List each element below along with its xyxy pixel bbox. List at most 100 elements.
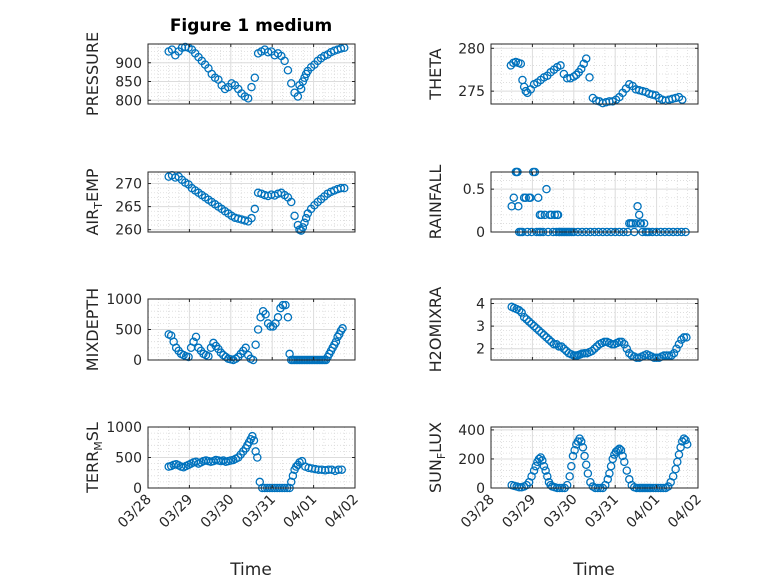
y-tick-label: 500: [115, 323, 142, 339]
data-point: [617, 337, 627, 347]
data-point: [541, 466, 550, 475]
series-air-temp: [164, 170, 349, 235]
data-point: [587, 346, 597, 356]
data-point: [336, 326, 346, 335]
data-point: [283, 313, 293, 322]
x-axis-label-left: Time: [229, 560, 272, 580]
tick-marks-mixdepth: [147, 298, 356, 361]
data-point: [620, 339, 629, 349]
data-point: [280, 56, 289, 66]
data-point: [633, 202, 642, 211]
data-point: [631, 219, 641, 228]
data-point: [517, 308, 526, 317]
data-point: [668, 472, 678, 481]
series-h2omixra: [507, 302, 691, 362]
data-point: [337, 465, 346, 474]
data-point: [250, 204, 260, 214]
data-point: [554, 342, 564, 351]
data-point: [581, 54, 591, 63]
data-point: [519, 312, 529, 322]
data-point: [547, 337, 556, 347]
data-point: [542, 333, 551, 342]
y-tick-label: 900: [115, 56, 142, 72]
data-point: [247, 213, 256, 223]
data-point: [516, 59, 526, 68]
data-point: [618, 451, 627, 461]
tick-marks-rainfall: [490, 172, 699, 233]
data-point: [251, 447, 260, 456]
data-point: [331, 337, 341, 346]
y-tick-label: 270: [115, 177, 142, 193]
series-mixdepth: [164, 300, 347, 365]
data-point: [674, 339, 684, 349]
data-point: [514, 483, 524, 492]
tick-marks-pressure: [147, 44, 356, 104]
series-terr-msl: [164, 431, 346, 493]
data-point: [608, 454, 617, 464]
data-point: [300, 218, 309, 228]
data-point: [216, 348, 226, 357]
data-point: [253, 325, 263, 334]
data-point: [557, 342, 566, 351]
data-point: [521, 86, 531, 96]
minor-grid-rainfall: [491, 171, 698, 233]
data-point: [682, 333, 691, 342]
data-point: [572, 70, 581, 80]
tick-marks-terr-msl: [147, 426, 356, 489]
data-point: [550, 210, 560, 220]
y-tick-label: 1000: [106, 420, 142, 436]
y-tick-label: 400: [458, 423, 485, 439]
figure-title: Figure 1 medium: [170, 16, 332, 36]
data-point: [639, 219, 649, 228]
data-point: [538, 456, 547, 465]
data-point: [509, 193, 519, 202]
data-point: [286, 477, 296, 487]
data-point: [581, 460, 591, 470]
data-point: [544, 335, 554, 344]
data-point: [529, 466, 539, 475]
data-point: [590, 344, 599, 353]
data-point: [585, 73, 594, 82]
data-point: [529, 321, 539, 331]
data-point: [522, 315, 531, 324]
data-point: [298, 223, 308, 232]
y-tick-label: 200: [458, 452, 485, 468]
data-point: [249, 436, 259, 445]
tick-marks-h2omixra: [490, 299, 699, 360]
series-pressure: [164, 42, 349, 103]
data-point: [288, 471, 298, 481]
axes-box-pressure: [147, 43, 356, 105]
data-point: [567, 461, 576, 471]
data-point: [622, 466, 632, 475]
data-point: [615, 444, 624, 454]
data-point: [616, 445, 626, 455]
data-point: [286, 197, 296, 207]
data-point: [556, 61, 565, 70]
data-point: [578, 443, 588, 452]
data-point: [531, 461, 540, 471]
data-point: [231, 354, 241, 364]
data-point: [622, 344, 632, 353]
data-point: [603, 475, 613, 484]
y-tick-label: 1000: [106, 292, 142, 308]
data-point: [339, 183, 349, 193]
y-axis-label-theta: THETA: [426, 48, 445, 100]
y-axis-label-pressure: PRESSURE: [83, 32, 102, 116]
data-point: [559, 344, 569, 353]
y-tick-label: 265: [115, 200, 142, 216]
y-axis-label-terr-msl: TERRMSL: [83, 422, 105, 494]
minor-grid-sun-flux: [491, 427, 698, 489]
y-axis-label-sun-flux: SUNFLUX: [426, 422, 448, 493]
data-point: [632, 353, 641, 362]
data-point: [648, 90, 657, 99]
data-point: [586, 477, 595, 487]
data-point: [537, 328, 546, 338]
data-point: [251, 340, 260, 349]
data-point: [678, 95, 687, 104]
axes-box-theta: [490, 43, 699, 105]
y-tick-label: 0.5: [463, 182, 485, 198]
data-point: [290, 211, 299, 221]
data-point: [662, 351, 671, 360]
data-point: [681, 435, 690, 445]
